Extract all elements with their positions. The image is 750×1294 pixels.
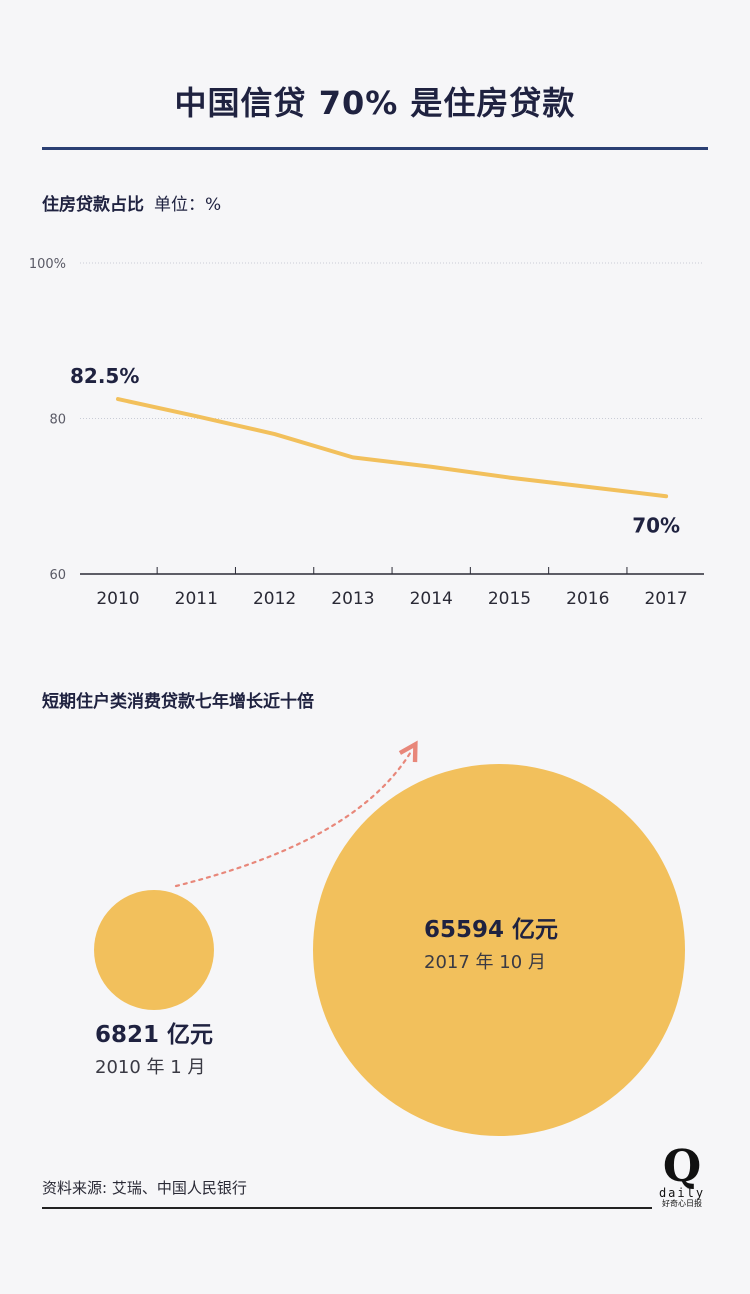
axis-layer [80,567,704,575]
data-source: 资料来源: 艾瑞、中国人民银行 [42,1179,247,1197]
footer-divider [42,1207,652,1209]
logo-tagline: 好奇心日报 [662,1199,702,1208]
x-tick-label: 2012 [253,589,296,609]
y-tick-label: 100% [29,257,66,272]
bubble-2010-label: 6821 亿元 2010 年 1 月 [95,1015,213,1079]
series-layer [116,397,669,499]
bubble-2017-date: 2017 年 10 月 [424,952,546,973]
bubble-2017-label: 65594 亿元 2017 年 10 月 [424,910,558,974]
x-tick-label: 2017 [644,589,687,609]
bubble-2010 [94,890,214,1010]
logo-letter: Q [662,1141,702,1192]
label-layer: 60 80 100% 2010 2011 2012 2013 2014 2015 2016 2017… [29,257,688,609]
x-tick-label: 2011 [175,589,218,609]
page-title: 中国信贷 70% 是住房贷款 [174,84,576,122]
growth-arrow [174,750,412,888]
y-tick-label: 80 [49,413,66,428]
x-tick-label: 2014 [410,589,453,609]
series-line [116,397,669,499]
bubble-2017 [313,764,685,1136]
line-chart: 60 80 100% 2010 2011 2012 2013 2014 2015 2016 2017… [29,257,704,609]
line-chart-subtitle: 住房贷款占比 单位：% [42,190,221,215]
bubble-chart-title: 短期住户类消费贷款七年增长近十倍 [42,692,314,712]
bubble-2010-value: 6821 亿元 [95,1022,214,1048]
logo-word: daily [658,1186,706,1200]
annotation-start: 82.5% [70,364,139,388]
title-divider [42,147,708,150]
qdaily-logo: Q daily 好奇心日报 [655,1141,709,1209]
y-tick-label: 60 [49,568,66,583]
bubble-2010-date: 2010 年 1 月 [95,1057,206,1078]
grid-layer [80,262,704,419]
x-tick-label: 2016 [566,589,609,609]
line-chart-unit: 单位：% [154,195,222,215]
x-tick-label: 2015 [488,589,531,609]
bubble-chart [94,720,685,1136]
x-tick-label: 2013 [331,589,374,609]
bubble-2017-value: 65594 亿元 [424,917,559,943]
x-tick-label: 2010 [96,589,139,609]
line-chart-title: 住房贷款占比 [42,195,144,215]
annotation-end: 70% [632,513,680,537]
